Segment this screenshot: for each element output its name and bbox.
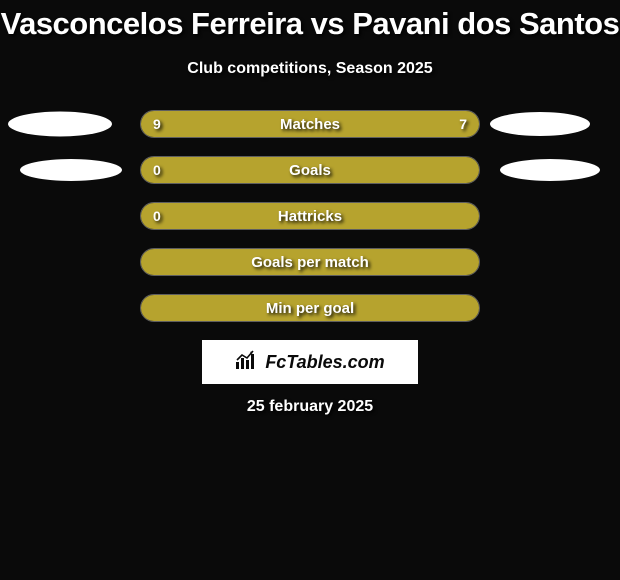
stat-label: Matches bbox=[280, 116, 340, 133]
player-marker-right bbox=[490, 112, 590, 136]
bar-fill-right bbox=[331, 111, 479, 137]
stat-row: Min per goal bbox=[0, 294, 620, 322]
stat-row: 9 7 Matches bbox=[0, 110, 620, 138]
stat-row: Goals per match bbox=[0, 248, 620, 276]
chart-icon bbox=[235, 350, 261, 375]
stat-label: Hattricks bbox=[278, 208, 342, 225]
stat-bar: Min per goal bbox=[140, 294, 480, 322]
stat-bar: 9 7 Matches bbox=[140, 110, 480, 138]
stat-label: Goals per match bbox=[251, 254, 369, 271]
stat-value-left: 9 bbox=[153, 116, 161, 132]
date-label: 25 february 2025 bbox=[0, 398, 620, 416]
stat-label: Goals bbox=[289, 162, 331, 179]
stat-bar: 0 Hattricks bbox=[140, 202, 480, 230]
brand-box: FcTables.com bbox=[202, 340, 418, 384]
player-marker-left bbox=[8, 112, 112, 137]
stat-bar: Goals per match bbox=[140, 248, 480, 276]
stat-bar: 0 Goals bbox=[140, 156, 480, 184]
page-subtitle: Club competitions, Season 2025 bbox=[0, 60, 620, 78]
player-marker-right bbox=[500, 159, 600, 181]
stat-value-left: 0 bbox=[153, 208, 161, 224]
brand-text: FcTables.com bbox=[265, 352, 384, 373]
stat-value-right: 7 bbox=[459, 116, 467, 132]
stat-row: 0 Goals bbox=[0, 156, 620, 184]
stat-label: Min per goal bbox=[266, 300, 354, 317]
player-marker-left bbox=[20, 159, 122, 181]
comparison-rows: 9 7 Matches 0 Goals 0 Hattricks Goals per match… bbox=[0, 110, 620, 322]
stat-value-left: 0 bbox=[153, 162, 161, 178]
stat-row: 0 Hattricks bbox=[0, 202, 620, 230]
page-title: Vasconcelos Ferreira vs Pavani dos Santo… bbox=[0, 0, 620, 42]
